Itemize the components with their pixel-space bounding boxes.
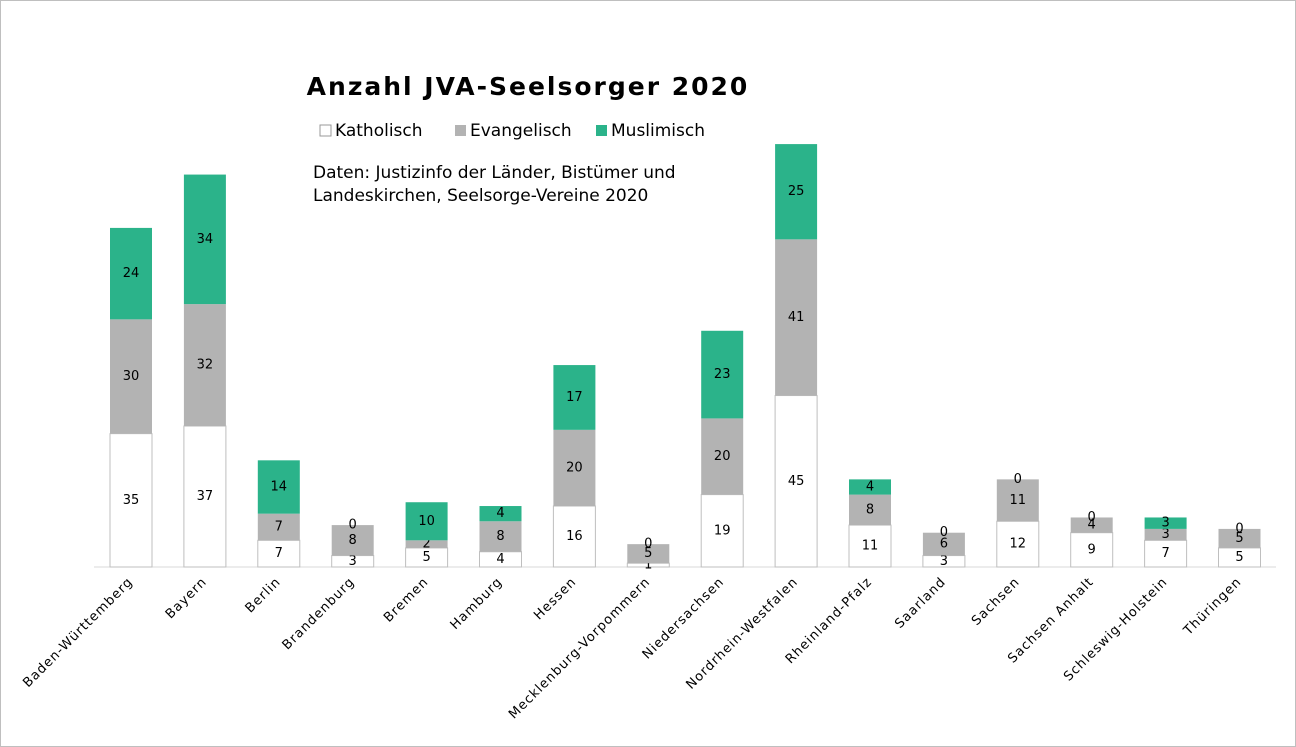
value-label: 23: [714, 367, 731, 382]
value-label: 5: [1235, 531, 1243, 546]
bar-segment: [257, 539, 301, 568]
annotation: Daten: Justizinfo der Länder, Bistümer u…: [313, 163, 676, 183]
value-label: 45: [788, 474, 805, 489]
value-label: 2: [422, 537, 430, 552]
value-label: 0: [1235, 521, 1243, 536]
value-label: 10: [418, 514, 435, 529]
bar-segment: [405, 502, 448, 541]
chart-title: Anzahl JVA-Seelsorger 2020: [307, 72, 750, 101]
value-label: 19: [714, 523, 731, 538]
value-label: 8: [496, 529, 504, 544]
bar-segment: [848, 524, 892, 568]
value-label: 8: [866, 502, 874, 517]
bar-segment: [775, 144, 818, 240]
bar-segment: [1144, 517, 1187, 529]
bar-segment: [1070, 532, 1114, 568]
value-label: 34: [197, 232, 214, 247]
value-label: 0: [1014, 472, 1022, 487]
value-label: 4: [496, 506, 504, 521]
value-label: 37: [197, 489, 214, 504]
value-label: 0: [349, 518, 357, 533]
bar-segment: [183, 174, 226, 305]
bar-segment: [1070, 517, 1113, 533]
value-label: 5: [1235, 550, 1243, 565]
legend-swatch: [319, 124, 332, 137]
value-label: 0: [644, 537, 652, 552]
bar-segment: [553, 365, 596, 430]
bar-segment: [479, 521, 522, 552]
value-label: 3: [940, 554, 948, 569]
value-label: 24: [123, 266, 140, 281]
value-label: 1: [644, 558, 652, 573]
value-label: 35: [123, 493, 140, 508]
value-label: 3: [349, 554, 357, 569]
value-label: 8: [349, 533, 357, 548]
bar-segment: [701, 330, 744, 419]
legend-swatch: [455, 125, 466, 136]
bar-segment: [1218, 528, 1261, 548]
value-label: 30: [123, 369, 140, 384]
bar-segment: [849, 479, 891, 495]
value-label: 32: [197, 358, 214, 373]
bar-segment: [849, 494, 891, 526]
value-label: 4: [496, 552, 504, 567]
bar-segment: [996, 520, 1040, 568]
bar-segment: [257, 460, 300, 514]
value-label: 7: [1161, 546, 1169, 561]
value-label: 25: [788, 184, 805, 199]
value-label: 12: [1010, 537, 1027, 552]
bar-segment: [183, 304, 226, 427]
value-label: 17: [566, 390, 583, 405]
bar-segment: [109, 433, 153, 568]
legend-label: Muslimisch: [611, 121, 705, 141]
bar-segment: [553, 429, 596, 507]
bar-segment: [183, 425, 227, 568]
bar-segment: [700, 494, 744, 568]
bar-segment: [479, 506, 522, 522]
value-label: 7: [275, 519, 283, 534]
legend-label: Katholisch: [335, 121, 423, 141]
bar-segment: [331, 525, 374, 556]
legend-label: Evangelisch: [470, 121, 572, 141]
value-label: 20: [714, 449, 731, 464]
bar-segment: [405, 540, 448, 548]
legend-swatch: [596, 125, 607, 136]
bar-segment: [701, 418, 744, 495]
value-label: 5: [644, 546, 652, 561]
value-label: 3: [1161, 516, 1169, 531]
value-label: 0: [1088, 510, 1096, 525]
bar-segment: [110, 227, 152, 320]
annotation: Landeskirchen, Seelsorge-Vereine 2020: [313, 186, 648, 206]
value-label: 11: [1010, 493, 1027, 508]
bar-segment: [110, 319, 152, 434]
bar-segment: [1144, 528, 1187, 541]
value-label: 41: [788, 310, 805, 325]
value-label: 20: [566, 460, 583, 475]
bar-segment: [257, 513, 300, 541]
value-label: 4: [1088, 518, 1096, 533]
bar-segment: [1144, 539, 1188, 568]
value-label: 11: [862, 539, 879, 554]
bar-segment: [775, 239, 818, 396]
value-label: 7: [275, 546, 283, 561]
bar-segment: [552, 505, 596, 568]
value-label: 5: [422, 550, 430, 565]
value-label: 0: [940, 525, 948, 540]
value-label: 9: [1088, 542, 1096, 557]
bar-segment: [922, 532, 965, 556]
bar-segment: [996, 479, 1039, 522]
value-label: 16: [566, 529, 583, 544]
value-label: 6: [940, 537, 948, 552]
value-label: 4: [866, 479, 874, 494]
value-label: 3: [1161, 527, 1169, 542]
bar-segment: [627, 544, 670, 564]
value-label: 14: [271, 479, 288, 494]
